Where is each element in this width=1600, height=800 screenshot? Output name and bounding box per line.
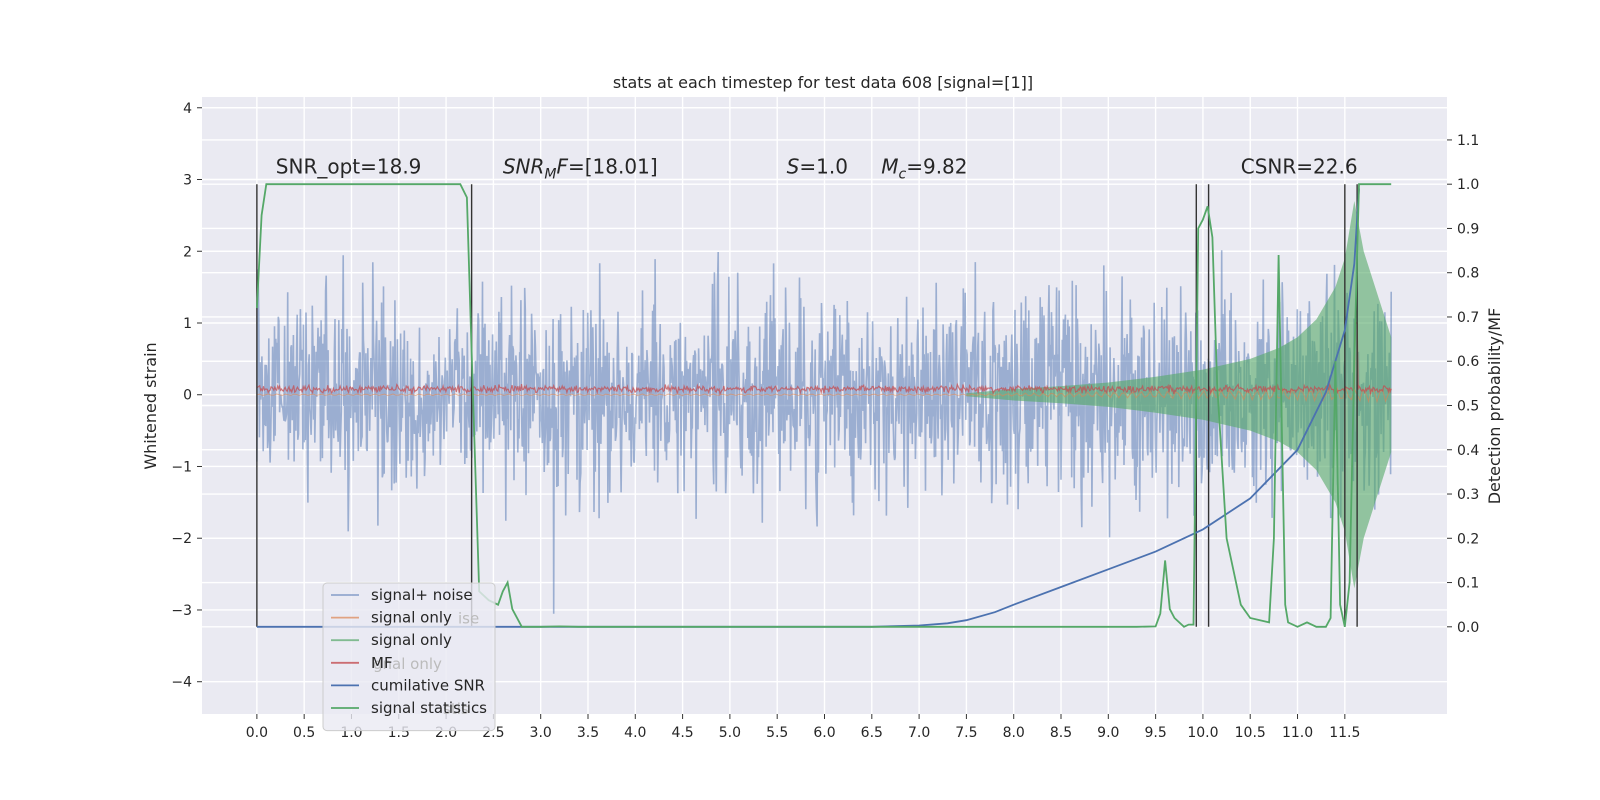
y-tick-label-left: −1 — [171, 459, 192, 475]
x-tick-label: 11.0 — [1282, 725, 1313, 741]
x-tick-label: 8.5 — [1050, 725, 1072, 741]
x-tick-label: 5.0 — [719, 725, 741, 741]
y-tick-label-right: 0.6 — [1457, 354, 1479, 370]
ticks: 0.0 0.5 1.0 1.5 2.0 2.5 3.0 3.5 4.0 4.5 5.0 5.5 6.0 6… — [171, 101, 1479, 741]
series-signal-only-orange — [256, 386, 1392, 404]
x-tick-label: 0.5 — [293, 725, 315, 741]
x-tick-label: 5.5 — [766, 725, 788, 741]
chart-title: stats at each timestep for test data 608… — [613, 73, 1033, 92]
annotations: SNR_opt=18.9 SNRMF=[18.01] S=1.0 Mc=9.82 CSN… — [276, 155, 1358, 183]
y-tick-label-right: 0.0 — [1457, 620, 1479, 636]
annotation-text: S=1.0 — [787, 155, 848, 179]
legend-ghost-text: stis — [443, 700, 469, 718]
x-tick-label: 3.5 — [577, 725, 599, 741]
legend: ise gnal only stis signal+ noise signal only… — [322, 582, 496, 732]
y-tick-label-right: 0.7 — [1457, 310, 1479, 326]
legend-label: signal+ noise — [371, 586, 473, 604]
x-tick-label: 11.5 — [1329, 725, 1360, 741]
series-mf — [256, 322, 1392, 396]
x-tick-label: 9.0 — [1097, 725, 1119, 741]
y-tick-label-right: 0.8 — [1457, 266, 1479, 282]
plot-area: 0.0 0.5 1.0 1.5 2.0 2.5 3.0 3.5 4.0 4.5 5.0 5.5 6.0 6… — [171, 97, 1479, 741]
y-tick-label-left: 2 — [183, 244, 192, 260]
legend-label: signal only — [371, 631, 452, 649]
y-axis-label-right: Detection probability/MF — [1485, 308, 1504, 505]
x-tick-label: 6.0 — [813, 725, 835, 741]
x-tick-label: 7.5 — [955, 725, 977, 741]
series-cumulative-snr — [256, 188, 1360, 628]
y-tick-label-right: 0.2 — [1457, 531, 1479, 547]
x-tick-label: 4.0 — [624, 725, 646, 741]
y-tick-label-right: 0.9 — [1457, 221, 1479, 237]
legend-label: signal statistics — [371, 699, 487, 717]
x-tick-label: 7.0 — [908, 725, 930, 741]
y-axis-label-left: Whitened strain — [141, 342, 160, 469]
x-tick-label: 8.0 — [1003, 725, 1025, 741]
x-tick-label: 3.0 — [530, 725, 552, 741]
x-tick-label: 6.5 — [861, 725, 883, 741]
y-tick-label-left: 0 — [183, 388, 192, 404]
x-tick-label: 4.5 — [671, 725, 693, 741]
annotation-text: SNR_opt=18.9 — [276, 155, 422, 179]
legend-ghost-text: gnal only — [373, 655, 442, 673]
annotation-text: SNRMF=[18.01] — [503, 155, 658, 183]
annotation-text: Mc=9.82 — [881, 155, 967, 183]
y-tick-label-right: 0.4 — [1457, 443, 1479, 459]
legend-label: cumilative SNR — [371, 676, 485, 694]
y-tick-label-left: −4 — [171, 675, 192, 691]
y-tick-label-left: −2 — [171, 531, 192, 547]
y-tick-label-left: 1 — [183, 316, 192, 332]
legend-label: signal only — [371, 609, 452, 627]
annotation-text: CSNR=22.6 — [1241, 155, 1358, 179]
series-signal-plus-noise — [256, 250, 1392, 614]
legend-ghost-text: ise — [458, 610, 479, 628]
x-tick-label: 0.0 — [246, 725, 268, 741]
y-tick-label-right: 0.3 — [1457, 487, 1479, 503]
x-tick-label: 10.5 — [1235, 725, 1266, 741]
y-tick-label-left: 3 — [183, 173, 192, 189]
y-tick-label-right: 1.1 — [1457, 133, 1479, 149]
y-tick-label-right: 1.0 — [1457, 177, 1479, 193]
legend-frame — [322, 582, 496, 732]
y-tick-label-left: 4 — [183, 101, 192, 117]
y-tick-label-left: −3 — [171, 603, 192, 619]
x-tick-label: 10.0 — [1187, 725, 1218, 741]
legend-label: MF — [371, 654, 393, 672]
x-tick-label: 9.5 — [1144, 725, 1166, 741]
y-tick-label-right: 0.1 — [1457, 576, 1479, 592]
y-tick-label-right: 0.5 — [1457, 399, 1479, 415]
